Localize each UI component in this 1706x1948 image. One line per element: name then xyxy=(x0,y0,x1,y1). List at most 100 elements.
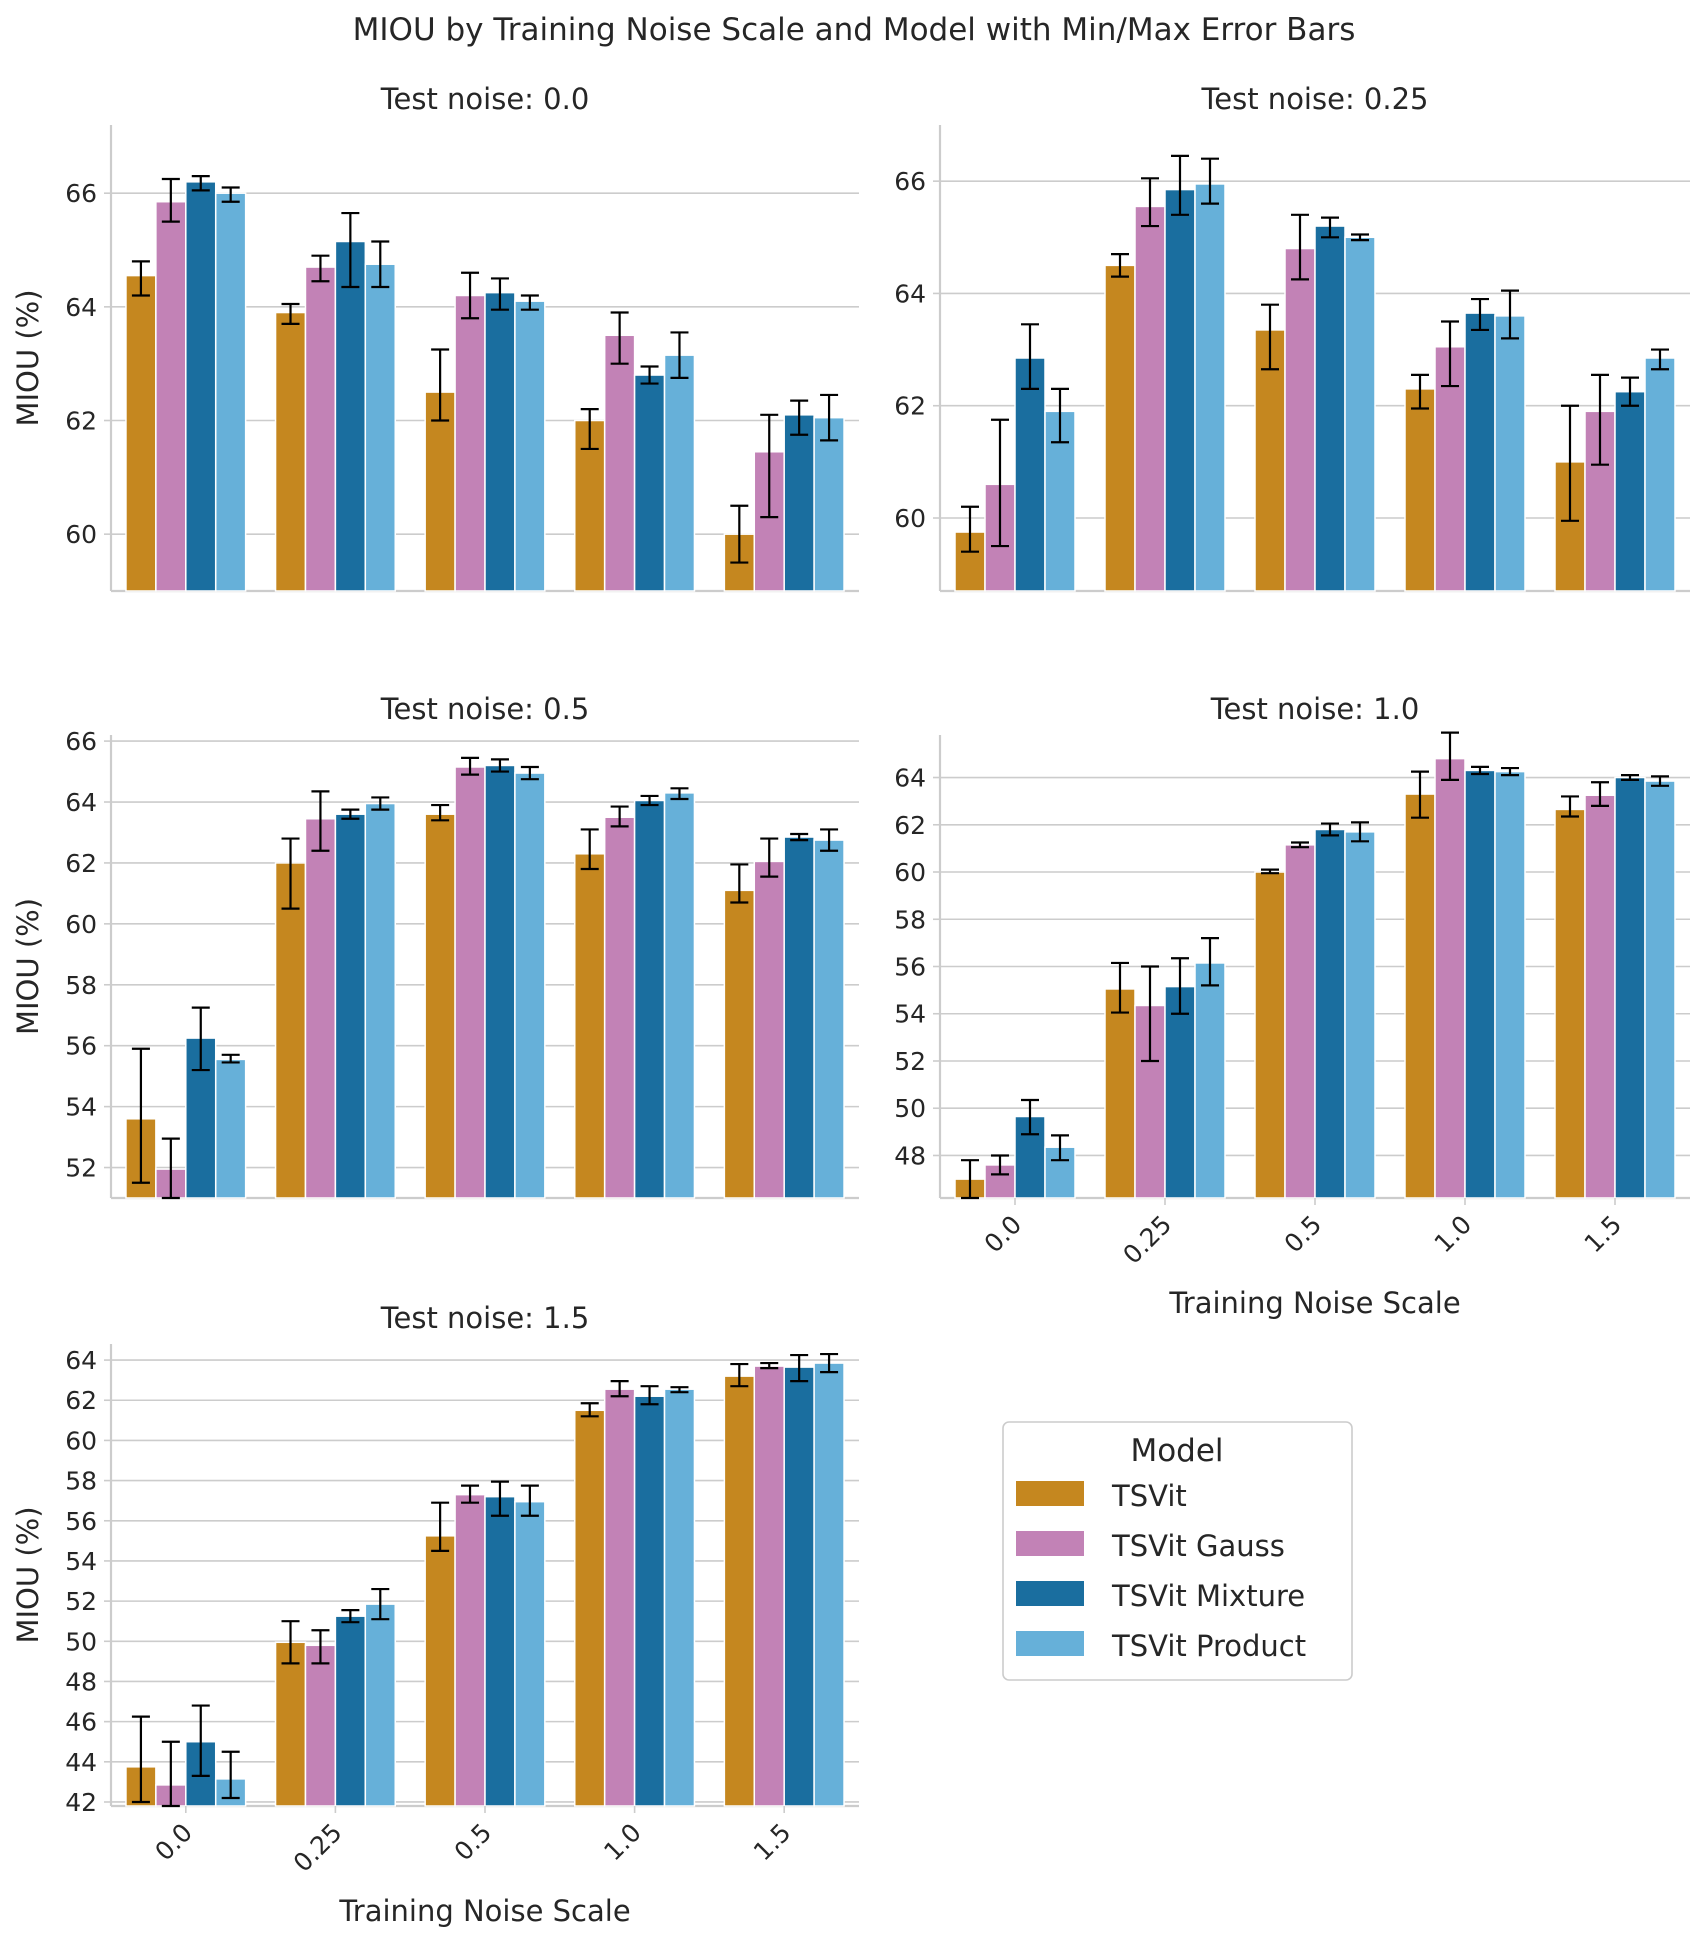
bar-tsvit-gauss-0-0 xyxy=(155,200,187,592)
error-bar-tsvit-mixture-0-25 xyxy=(1171,154,1189,216)
y-tick-label: 56 xyxy=(65,1507,97,1536)
error-bar-tsvit-product-1-0 xyxy=(670,331,689,379)
error-bar-tsvit-product-1-5 xyxy=(1651,775,1669,787)
y-tick-label: 50 xyxy=(65,1627,97,1656)
bar-tsvit-gauss-0-5 xyxy=(1284,247,1316,592)
error-bar-tsvit-product-0-25 xyxy=(371,1587,390,1621)
y-tick-label: 52 xyxy=(65,1154,97,1183)
error-bar-tsvit-0-5 xyxy=(431,1501,450,1552)
error-bar-tsvit-mixture-0-0 xyxy=(191,1704,210,1777)
bar-tsvit-mixture-0-25 xyxy=(1164,188,1196,592)
legend-swatch xyxy=(1016,1531,1084,1556)
y-tick-label: 54 xyxy=(65,1547,97,1576)
error-bar-tsvit-product-1-5 xyxy=(820,1352,839,1374)
y-tick-label: 42 xyxy=(65,1788,97,1817)
bar-tsvit-0-25 xyxy=(274,862,307,1199)
error-bar-tsvit-gauss-1-0 xyxy=(610,1380,629,1398)
subplot-test-noise-0-5: Test noise: 0.5 52 54 56 58 60 62 64 66 MIOU (%) xyxy=(11,692,859,1200)
legend-frame xyxy=(1002,1421,1353,1681)
bar-tsvit-gauss-0-25 xyxy=(1134,205,1166,592)
bar-tsvit-product-1-5 xyxy=(1644,357,1676,592)
y-tick-label: 58 xyxy=(65,1467,97,1496)
figure-title: MIOU by Training Noise Scale and Model w… xyxy=(353,12,1356,48)
error-bar-tsvit-mixture-1-5 xyxy=(790,399,809,436)
y-tick-label: 64 xyxy=(894,764,926,793)
bar-tsvit-gauss-1-5 xyxy=(753,1365,785,1807)
y-tick-label: 60 xyxy=(65,910,97,939)
bar-tsvit-mixture-0-25 xyxy=(334,813,367,1199)
error-bar-tsvit-0-5 xyxy=(1261,303,1279,371)
error-bar-tsvit-mixture-1-5 xyxy=(790,1353,809,1383)
y-tick-label: 60 xyxy=(894,504,926,533)
subplot-title: Test noise: 0.25 xyxy=(1200,82,1428,116)
error-bar-tsvit-gauss-0-25 xyxy=(311,1629,330,1665)
legend-entry-tsvit-gauss: TSVit Gauss xyxy=(1016,1529,1285,1563)
bar-tsvit-1-0 xyxy=(1404,793,1436,1199)
bar-tsvit-product-1-5 xyxy=(813,839,845,1199)
bar-tsvit-mixture-0-5 xyxy=(484,291,516,592)
error-bar-tsvit-product-0-0 xyxy=(221,1053,240,1064)
error-bar-tsvit-gauss-0-25 xyxy=(311,790,330,852)
error-bar-tsvit-product-0-0 xyxy=(1051,387,1069,444)
y-tick-label: 62 xyxy=(65,1386,97,1415)
legend-label: TSVit Mixture xyxy=(1111,1579,1305,1613)
error-bar-tsvit-gauss-1-0 xyxy=(610,805,629,828)
y-tick-label: 56 xyxy=(894,953,926,982)
error-bar-tsvit-mixture-1-5 xyxy=(790,832,809,842)
error-bar-tsvit-gauss-0-5 xyxy=(461,1484,480,1504)
error-bar-tsvit-mixture-0-0 xyxy=(1021,323,1039,390)
bar-tsvit-mixture-1-5 xyxy=(1614,776,1646,1199)
bar-tsvit-0-25 xyxy=(1104,264,1136,592)
legend-title: Model xyxy=(1130,1433,1223,1469)
error-bar-tsvit-product-0-25 xyxy=(371,796,390,811)
bar-tsvit-product-1-0 xyxy=(663,1388,696,1807)
bar-tsvit-mixture-1-0 xyxy=(1464,769,1496,1199)
error-bar-tsvit-product-0-0 xyxy=(221,1750,240,1800)
error-bar-tsvit-mixture-0-0 xyxy=(191,1006,210,1072)
bar-tsvit-gauss-1-0 xyxy=(603,1388,636,1807)
error-bar-tsvit-mixture-0-25 xyxy=(341,211,360,289)
subplot-title: Test noise: 1.5 xyxy=(380,1301,590,1335)
error-bar-tsvit-1-5 xyxy=(1561,795,1579,818)
bar-tsvit-mixture-1-5 xyxy=(783,414,815,592)
subplot-title: Test noise: 0.0 xyxy=(380,82,590,116)
error-bar-tsvit-gauss-0-0 xyxy=(161,1740,180,1808)
error-bar-tsvit-mixture-1-0 xyxy=(1471,297,1489,332)
legend-swatch xyxy=(1016,1481,1084,1506)
y-axis-label: MIOU (%) xyxy=(11,898,45,1035)
error-bar-tsvit-1-0 xyxy=(580,408,599,451)
bar-tsvit-mixture-1-0 xyxy=(633,374,666,592)
subplot-title: Test noise: 0.5 xyxy=(380,692,590,726)
bar-tsvit-mixture-0-0 xyxy=(185,181,217,592)
bar-tsvit-gauss-1-0 xyxy=(603,334,636,592)
error-bar-tsvit-mixture-0-5 xyxy=(490,277,509,311)
bar-tsvit-mixture-0-25 xyxy=(1164,985,1196,1199)
error-bar-tsvit-gauss-0-5 xyxy=(1291,841,1309,849)
y-tick-label: 64 xyxy=(894,279,926,308)
bar-tsvit-1-5 xyxy=(723,1375,756,1807)
bar-tsvit-gauss-1-0 xyxy=(603,816,636,1199)
bar-tsvit-gauss-0-5 xyxy=(454,1493,486,1807)
subplot-test-noise-0-0: Test noise: 0.0 60 62 64 66 MIOU (%) xyxy=(11,82,859,593)
y-tick-label: 54 xyxy=(65,1093,97,1122)
error-bar-tsvit-gauss-1-5 xyxy=(760,1361,779,1370)
y-tick-label: 48 xyxy=(894,1141,926,1170)
legend-label: TSVit xyxy=(1111,1479,1187,1513)
error-bar-tsvit-gauss-0-25 xyxy=(1141,965,1159,1063)
error-bar-tsvit-gauss-0-0 xyxy=(161,177,180,223)
error-bar-tsvit-product-0-25 xyxy=(1201,157,1219,205)
bar-tsvit-1-5 xyxy=(723,889,756,1199)
bar-tsvit-0-5 xyxy=(424,391,456,592)
bar-tsvit-mixture-1-5 xyxy=(783,836,815,1199)
bar-tsvit-product-0-5 xyxy=(514,772,546,1199)
bar-tsvit-mixture-0-5 xyxy=(1314,828,1346,1199)
error-bar-tsvit-1-0 xyxy=(580,1402,599,1418)
y-tick-label: 48 xyxy=(65,1667,97,1696)
bar-tsvit-1-0 xyxy=(1404,388,1436,592)
y-axis-label: MIOU (%) xyxy=(11,1506,45,1643)
bar-tsvit-1-5 xyxy=(1554,808,1586,1199)
y-tick-label: 56 xyxy=(65,1032,97,1061)
subplot-test-noise-1-5: Test noise: 1.54244464850525456586062640… xyxy=(11,1301,859,1928)
legend-label: TSVit Gauss xyxy=(1111,1529,1285,1563)
error-bar-tsvit-mixture-0-5 xyxy=(490,1480,509,1517)
